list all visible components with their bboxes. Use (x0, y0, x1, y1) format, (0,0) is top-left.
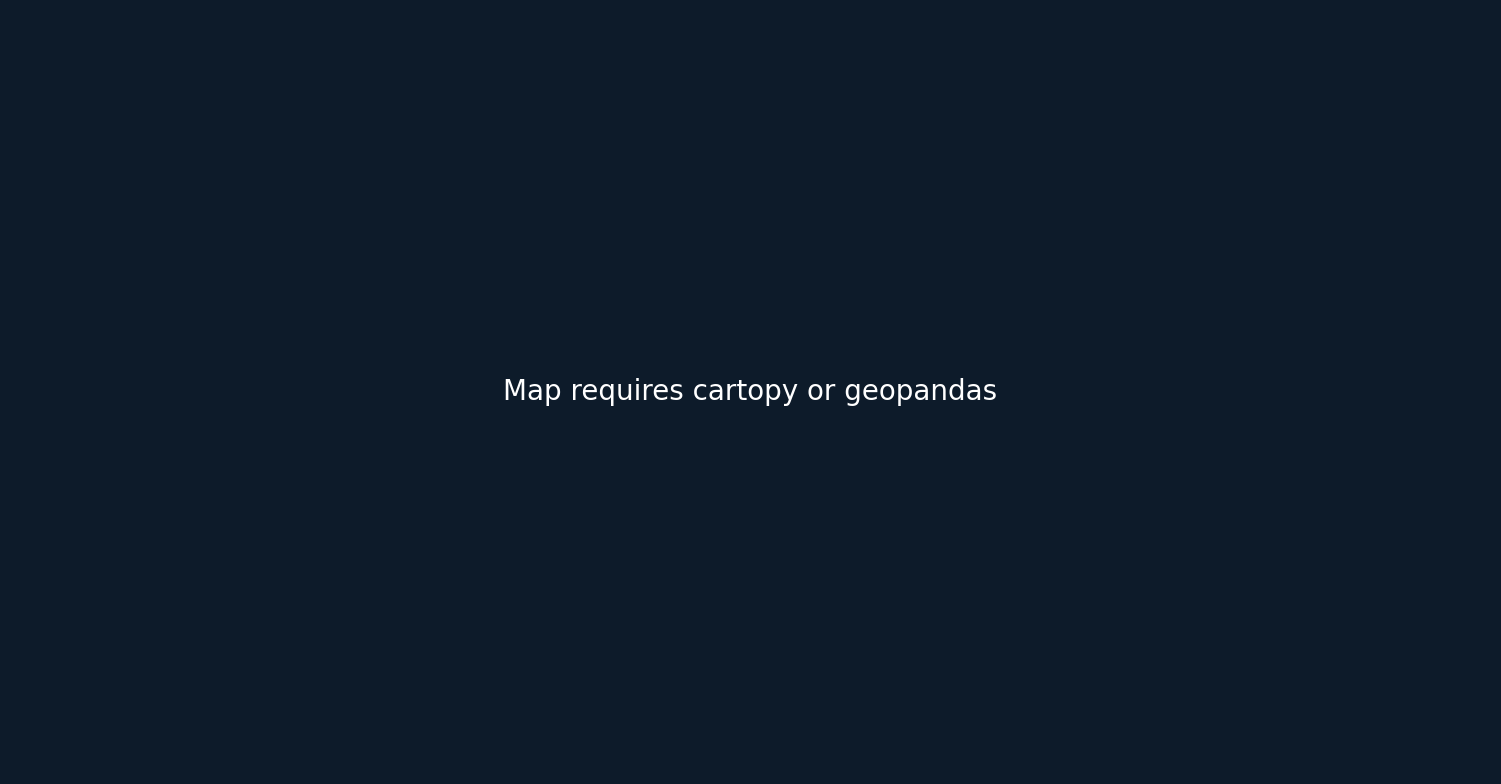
Text: Map requires cartopy or geopandas: Map requires cartopy or geopandas (503, 378, 998, 406)
